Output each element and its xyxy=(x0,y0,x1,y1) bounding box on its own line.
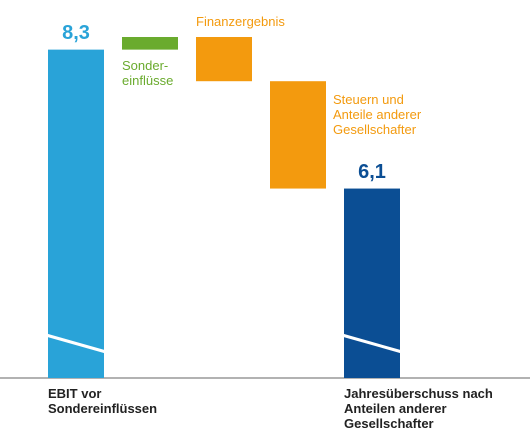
value-label: 8,3 xyxy=(62,21,90,44)
category-label: Sonder- einflüsse xyxy=(122,58,174,88)
bar xyxy=(48,49,104,378)
category-label: Jahresüberschuss nach Anteilen anderer G… xyxy=(344,386,493,431)
axis-break xyxy=(341,333,403,354)
category-label: EBIT vor Sondereinflüssen xyxy=(48,386,158,416)
category-label: Finanzergebnis xyxy=(196,14,285,29)
value-label: 6,1 xyxy=(358,160,386,183)
bar xyxy=(196,37,252,82)
bar xyxy=(344,188,400,378)
bar xyxy=(122,37,178,50)
axis-break xyxy=(45,333,107,354)
category-label: Steuern und Anteile anderer Gesellschaft… xyxy=(333,92,422,137)
bar xyxy=(270,81,326,189)
